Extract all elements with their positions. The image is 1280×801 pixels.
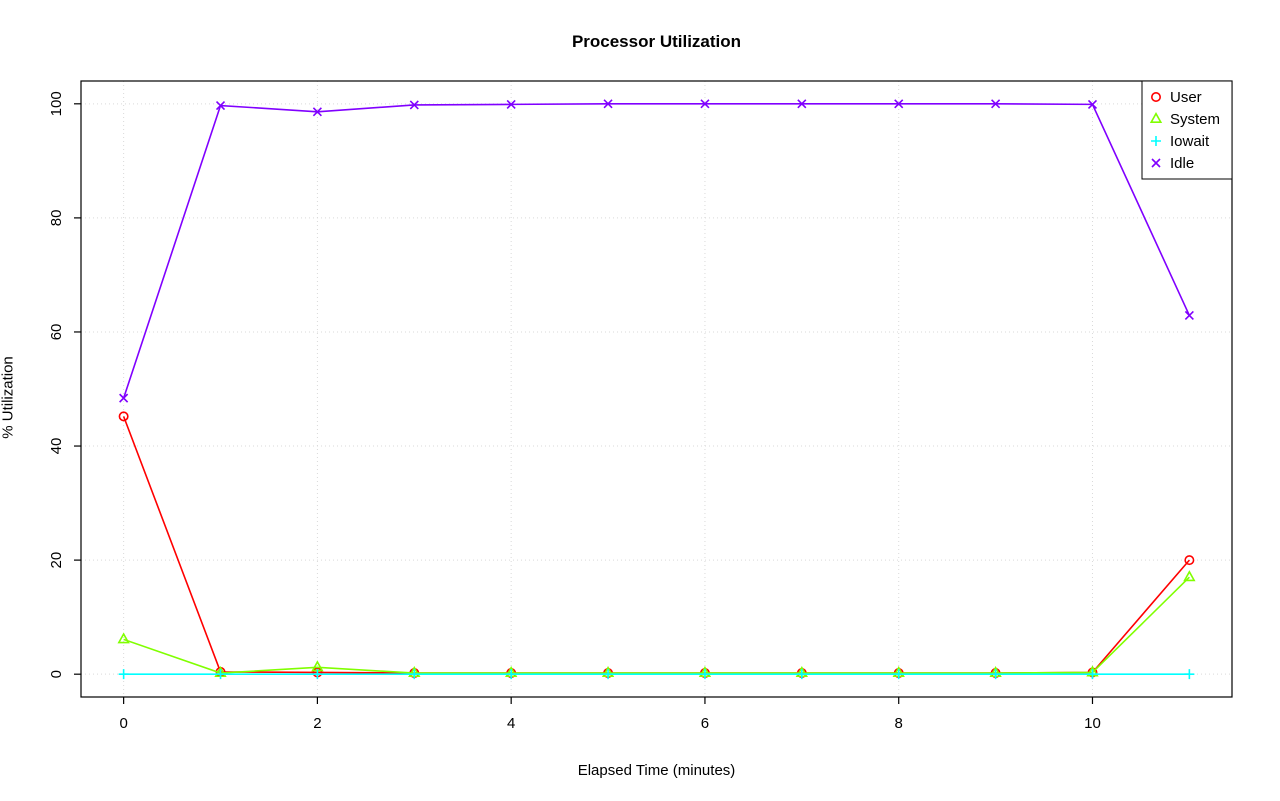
legend-label-user: User xyxy=(1170,89,1202,106)
marker-plus xyxy=(1087,669,1098,680)
marker-circle xyxy=(118,411,129,422)
marker-x xyxy=(700,99,710,109)
marker-plus xyxy=(603,669,614,680)
legend: User System Iowait Idle xyxy=(1141,80,1233,180)
series-line xyxy=(122,416,1190,674)
series-line xyxy=(123,576,1190,674)
x-tick-label: 0 xyxy=(119,715,127,732)
series-system xyxy=(117,570,1196,678)
y-tick-label: 40 xyxy=(48,438,65,455)
chart-title: Processor Utilization xyxy=(571,32,742,51)
x-tick-label: 6 xyxy=(701,715,709,732)
legend-label-system: System xyxy=(1170,111,1220,128)
marker-x xyxy=(215,100,226,111)
y-tick-label: 100 xyxy=(48,91,65,116)
marker-x xyxy=(797,99,807,109)
gridlines xyxy=(81,81,1232,697)
marker-x xyxy=(506,99,516,109)
y-tick-label: 80 xyxy=(48,210,65,227)
marker-x xyxy=(991,99,1001,109)
y-tick-label: 20 xyxy=(48,552,65,569)
marker-x xyxy=(312,107,322,117)
marker-x xyxy=(119,393,129,403)
marker-plus xyxy=(1184,669,1195,680)
series-user xyxy=(118,411,1195,679)
marker-triangle xyxy=(1183,570,1196,582)
marker-plus xyxy=(312,669,323,680)
marker-x xyxy=(894,99,904,109)
x-tick-label: 2 xyxy=(313,715,321,732)
marker-triangle xyxy=(1149,111,1163,123)
marker-plus xyxy=(118,669,129,680)
marker-plus xyxy=(506,669,517,680)
marker-plus xyxy=(893,669,904,680)
legend-label-iowait: Iowait xyxy=(1170,133,1210,150)
marker-plus xyxy=(990,669,1001,680)
marker-plus xyxy=(215,669,226,680)
marker-x xyxy=(409,100,419,110)
marker-plus xyxy=(1151,136,1161,146)
marker-circle xyxy=(1184,555,1195,566)
x-tick-label: 4 xyxy=(507,715,515,732)
marker-x xyxy=(1151,158,1161,168)
marker-triangle xyxy=(117,632,130,644)
marker-x xyxy=(1087,99,1098,109)
legend-label-idle: Idle xyxy=(1170,155,1194,172)
marker-plus xyxy=(409,669,420,680)
x-axis-label: Elapsed Time (minutes) xyxy=(577,762,736,779)
marker-plus xyxy=(796,669,807,680)
x-tick-label: 8 xyxy=(895,715,903,732)
y-tick-label: 0 xyxy=(48,670,65,678)
axis-ticks xyxy=(74,103,1094,704)
marker-x xyxy=(1184,310,1194,320)
series-line xyxy=(122,103,1191,399)
x-tick-label: 10 xyxy=(1084,715,1101,732)
plot-box xyxy=(80,80,1233,698)
marker-plus xyxy=(699,669,710,680)
y-tick-label: 60 xyxy=(48,324,65,341)
series-iowait xyxy=(118,669,1195,680)
marker-circle xyxy=(1151,92,1162,103)
series-idle xyxy=(119,99,1194,403)
marker-x xyxy=(603,99,613,109)
